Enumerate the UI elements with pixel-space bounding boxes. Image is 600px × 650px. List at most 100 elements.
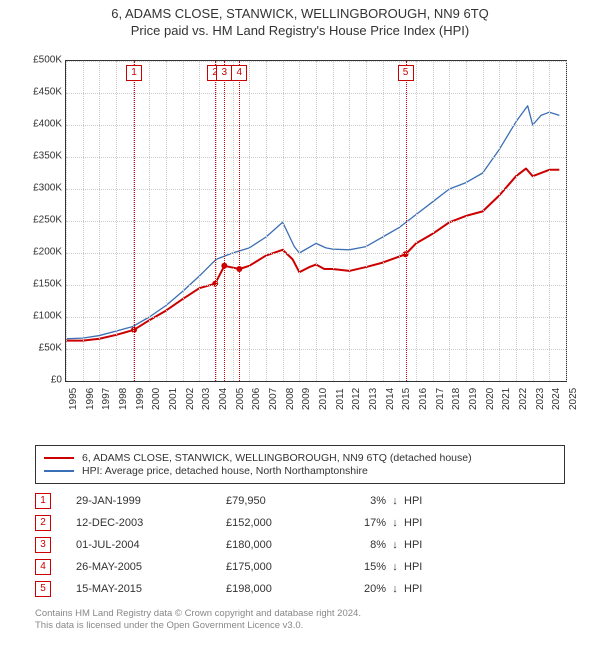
x-axis-label: 2009 (301, 388, 312, 410)
gridline-v (566, 61, 567, 381)
sales-row-hpi-label: HPI (404, 583, 565, 595)
gridline-v (283, 61, 284, 381)
sales-row-number: 5 (35, 581, 51, 597)
y-axis-label: £400K (20, 119, 62, 130)
x-axis-label: 2018 (451, 388, 462, 410)
sales-row-price: £175,000 (226, 561, 326, 573)
gridline-v (199, 61, 200, 381)
down-arrow-icon: ↓ (386, 495, 404, 507)
gridline-v (233, 61, 234, 381)
x-axis-label: 2025 (568, 388, 579, 410)
sales-row-hpi-label: HPI (404, 561, 565, 573)
down-arrow-icon: ↓ (386, 517, 404, 529)
x-axis-label: 2000 (151, 388, 162, 410)
x-axis-label: 2008 (285, 388, 296, 410)
x-axis-label: 2006 (251, 388, 262, 410)
sales-row-pct: 20% (326, 583, 386, 595)
legend-label: 6, ADAMS CLOSE, STANWICK, WELLINGBOROUGH… (82, 452, 472, 464)
x-axis-label: 2001 (168, 388, 179, 410)
sales-row-date: 12-DEC-2003 (76, 517, 226, 529)
gridline-v (333, 61, 334, 381)
y-axis-label: £0 (20, 375, 62, 386)
gridline-v (383, 61, 384, 381)
legend-label: HPI: Average price, detached house, Nort… (82, 465, 368, 477)
sale-marker-box: 5 (398, 65, 414, 81)
x-axis-label: 1997 (101, 388, 112, 410)
sales-table: 129-JAN-1999£79,9503%↓HPI212-DEC-2003£15… (35, 490, 565, 600)
x-axis-label: 2019 (468, 388, 479, 410)
sale-marker-line (239, 61, 240, 381)
sale-marker-line (406, 61, 407, 381)
y-axis-label: £350K (20, 151, 62, 162)
x-axis-label: 2021 (501, 388, 512, 410)
x-axis-label: 1998 (118, 388, 129, 410)
sale-marker-line (215, 61, 216, 381)
sale-marker-line (134, 61, 135, 381)
series-line-hpi (66, 106, 559, 339)
x-axis-label: 2007 (268, 388, 279, 410)
gridline-v (183, 61, 184, 381)
down-arrow-icon: ↓ (386, 583, 404, 595)
sales-row-number: 3 (35, 537, 51, 553)
gridline-v (349, 61, 350, 381)
y-axis-label: £250K (20, 215, 62, 226)
gridline-v (83, 61, 84, 381)
plot-area: 12345 (65, 60, 567, 382)
title-block: 6, ADAMS CLOSE, STANWICK, WELLINGBOROUGH… (0, 0, 600, 38)
gridline-v (166, 61, 167, 381)
sales-row: 212-DEC-2003£152,00017%↓HPI (35, 512, 565, 534)
sales-row-pct: 15% (326, 561, 386, 573)
x-axis-label: 2020 (485, 388, 496, 410)
gridline-v (116, 61, 117, 381)
sales-row-price: £79,950 (226, 495, 326, 507)
down-arrow-icon: ↓ (386, 561, 404, 573)
gridline-v (249, 61, 250, 381)
down-arrow-icon: ↓ (386, 539, 404, 551)
gridline-v (316, 61, 317, 381)
sales-row-hpi-label: HPI (404, 495, 565, 507)
legend-swatch (44, 457, 74, 459)
x-axis-label: 2022 (518, 388, 529, 410)
page: 6, ADAMS CLOSE, STANWICK, WELLINGBOROUGH… (0, 0, 600, 650)
y-axis-label: £100K (20, 311, 62, 322)
gridline-v (299, 61, 300, 381)
gridline-v (449, 61, 450, 381)
x-axis-label: 2016 (418, 388, 429, 410)
sales-row: 129-JAN-1999£79,9503%↓HPI (35, 490, 565, 512)
gridline-v (499, 61, 500, 381)
footer-line-1: Contains HM Land Registry data © Crown c… (35, 608, 565, 620)
sales-row-pct: 8% (326, 539, 386, 551)
sales-row-price: £198,000 (226, 583, 326, 595)
sales-row-date: 26-MAY-2005 (76, 561, 226, 573)
sales-row-pct: 17% (326, 517, 386, 529)
gridline-v (466, 61, 467, 381)
gridline-v (416, 61, 417, 381)
x-axis-label: 2012 (351, 388, 362, 410)
legend-swatch (44, 470, 74, 472)
x-axis-label: 2017 (435, 388, 446, 410)
y-axis-label: £300K (20, 183, 62, 194)
gridline-v (366, 61, 367, 381)
sale-marker-box: 4 (231, 65, 247, 81)
title-line-2: Price paid vs. HM Land Registry's House … (0, 23, 600, 38)
sales-row-pct: 3% (326, 495, 386, 507)
sale-marker-box: 1 (126, 65, 142, 81)
x-axis-label: 2003 (201, 388, 212, 410)
gridline-v (516, 61, 517, 381)
sales-row: 515-MAY-2015£198,00020%↓HPI (35, 578, 565, 600)
y-axis-label: £200K (20, 247, 62, 258)
x-axis-label: 1995 (68, 388, 79, 410)
x-axis-label: 2011 (335, 388, 346, 410)
gridline-v (266, 61, 267, 381)
y-axis-label: £50K (20, 343, 62, 354)
x-axis-label: 2013 (368, 388, 379, 410)
sales-row-hpi-label: HPI (404, 517, 565, 529)
sale-marker-line (224, 61, 225, 381)
sales-row-number: 1 (35, 493, 51, 509)
gridline-v (99, 61, 100, 381)
sales-row-hpi-label: HPI (404, 539, 565, 551)
x-axis-label: 1999 (135, 388, 146, 410)
sale-marker-box: 3 (216, 65, 232, 81)
legend-row: HPI: Average price, detached house, Nort… (44, 465, 556, 477)
x-axis-label: 2015 (401, 388, 412, 410)
